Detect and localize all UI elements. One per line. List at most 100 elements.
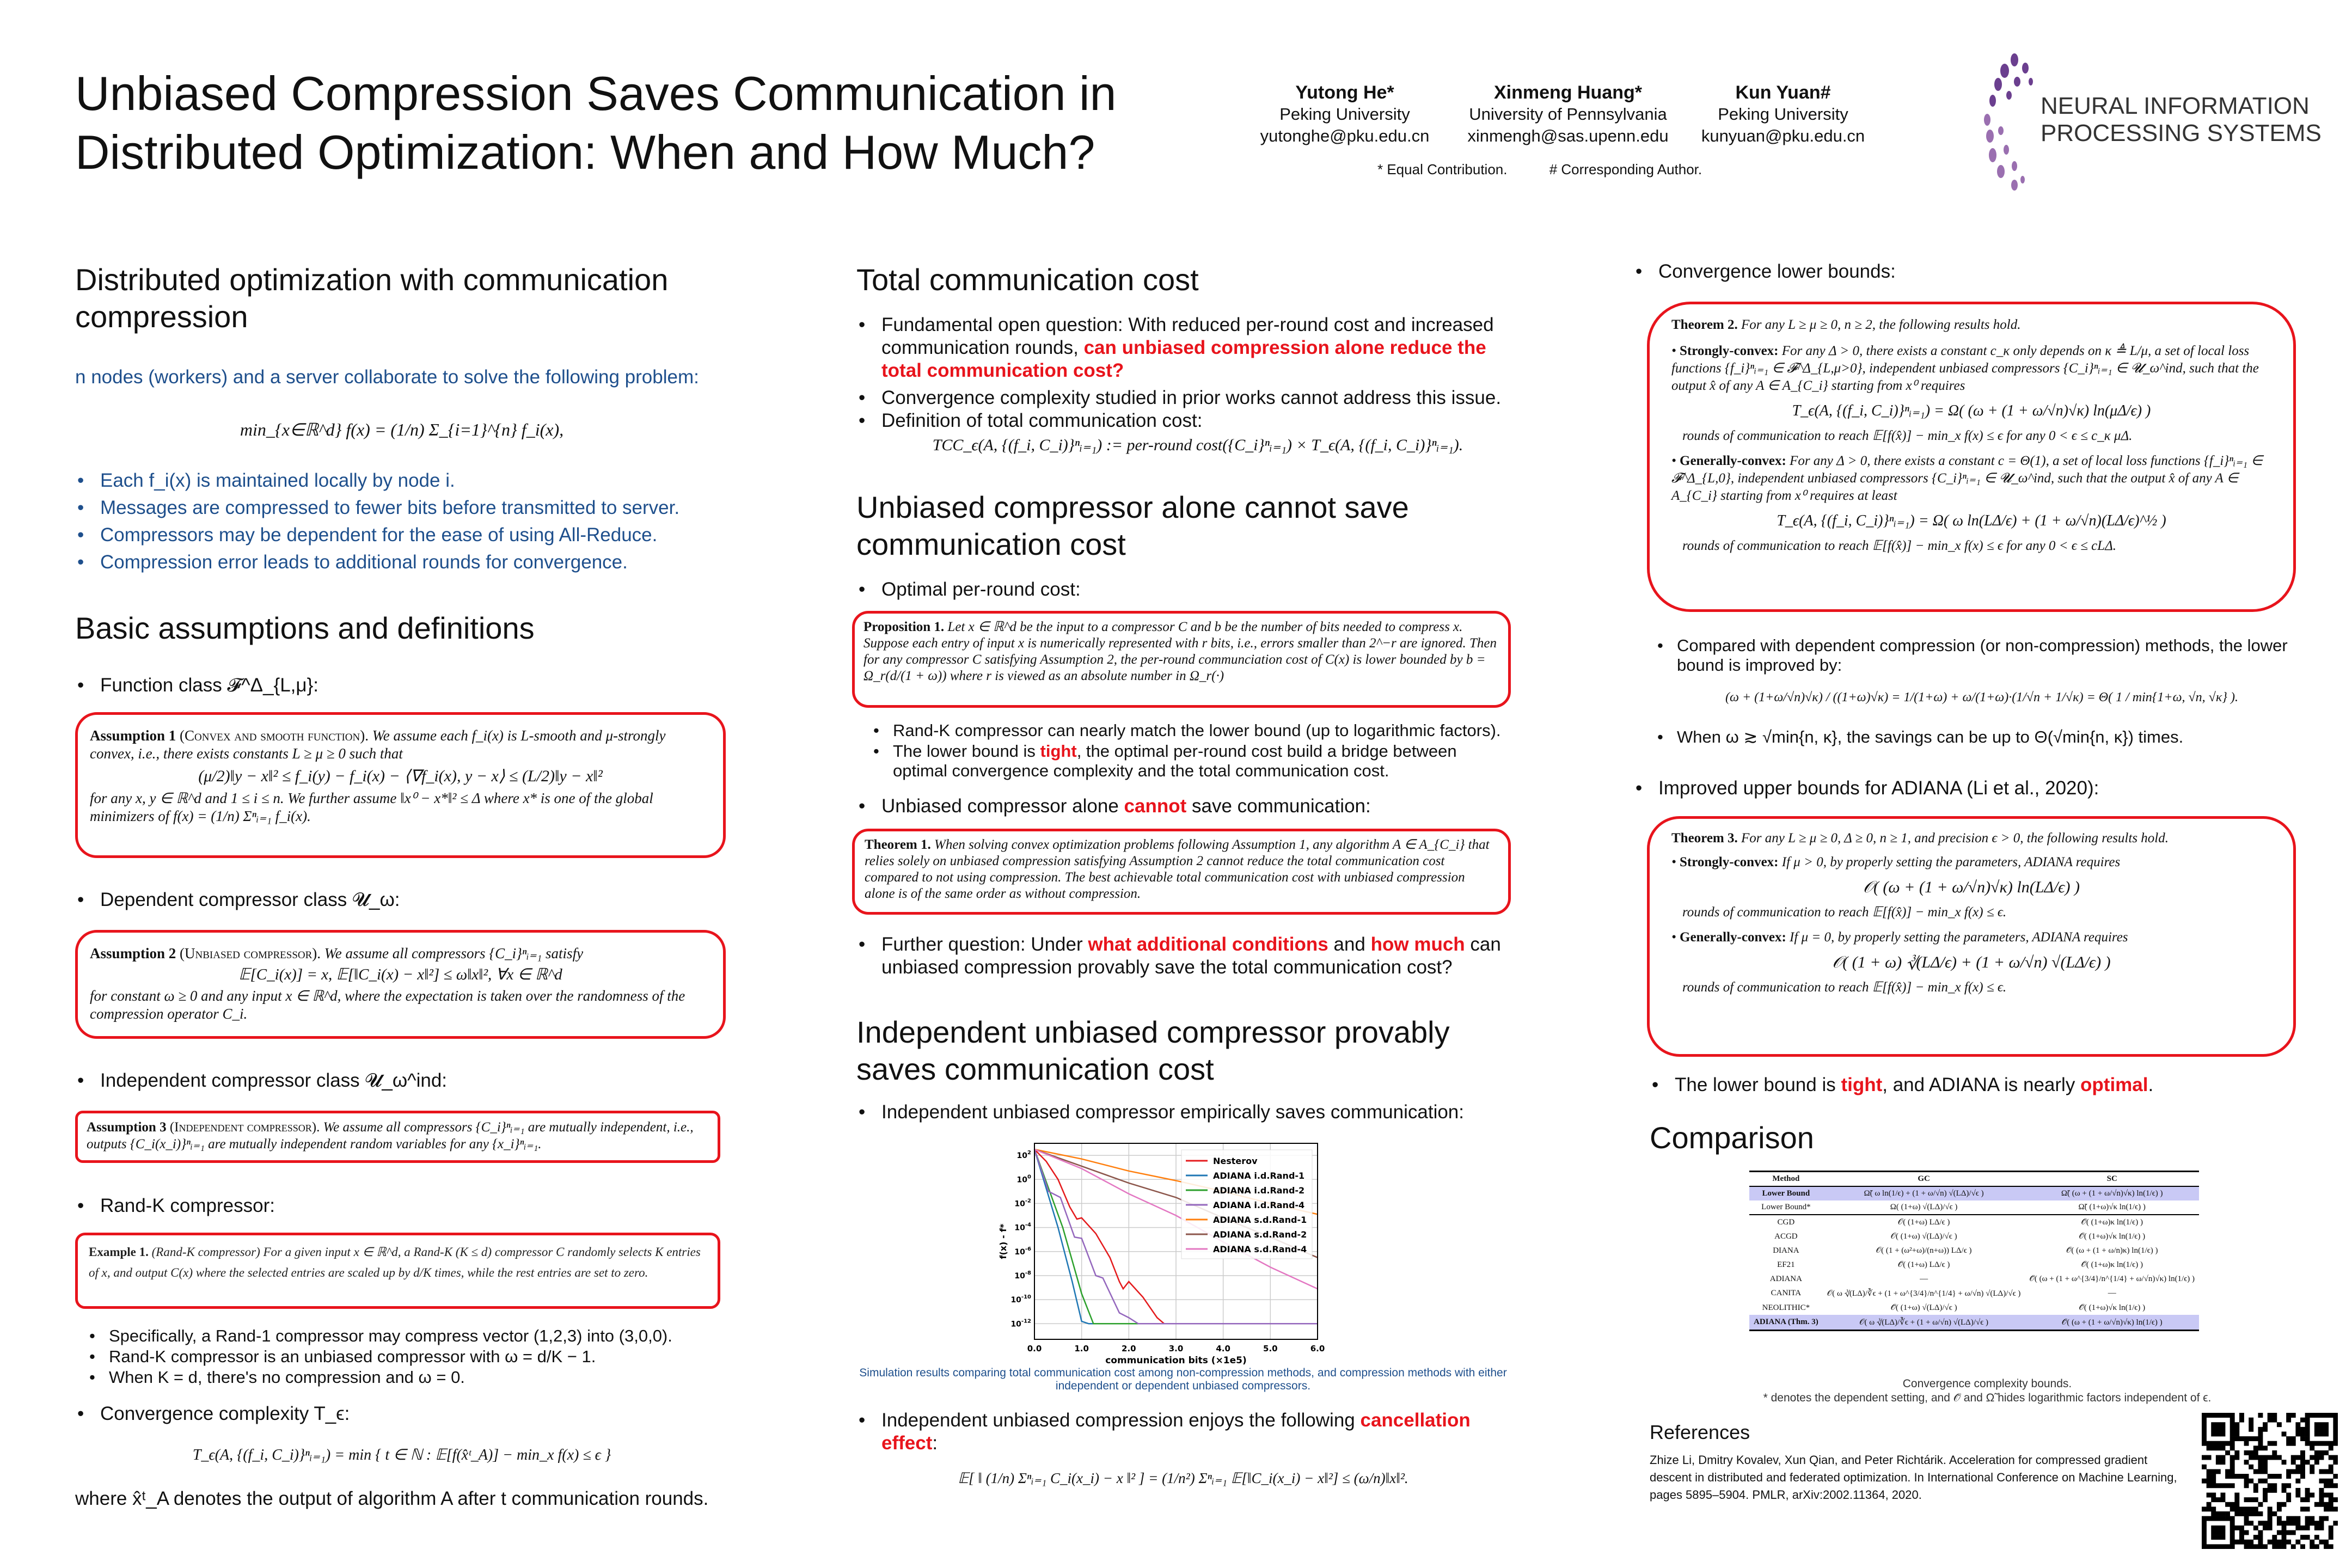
qr-module (2324, 1539, 2329, 1545)
qr-module (2276, 1539, 2282, 1545)
qr-module (2230, 1455, 2235, 1460)
qr-module (2258, 1455, 2263, 1460)
qr-module (2319, 1539, 2324, 1545)
qr-module (2206, 1455, 2212, 1460)
qr-module (2267, 1474, 2273, 1479)
qr-module (2267, 1539, 2273, 1545)
qr-module (2276, 1506, 2282, 1512)
qr-module (2319, 1478, 2324, 1484)
author-email[interactable]: yutonghe@pku.edu.cn (1260, 126, 1430, 145)
qr-module (2220, 1455, 2226, 1460)
qr-module (2202, 1426, 2207, 1432)
qr-module (2215, 1413, 2221, 1418)
qr-module (2230, 1502, 2235, 1507)
qr-module (2244, 1478, 2249, 1484)
column-header-sc: SC (2025, 1171, 2200, 1187)
qr-module (2220, 1426, 2226, 1432)
qr-module (2319, 1422, 2324, 1428)
qr-module (2263, 1464, 2268, 1469)
cell-method: ADIANA (1769, 1274, 1802, 1283)
qr-module (2276, 1474, 2282, 1479)
cell-gc: 𝒪( ω ∛(LΔ)/∛ϵ + (1 + ω^{3/4}/n^{1/4} + ω… (1827, 1289, 2021, 1298)
author-3: Kun Yuan# Peking University kunyuan@pku.… (1669, 82, 1897, 147)
when-bullet: When ω ≳ √min{n, κ}, the savings can be … (1655, 727, 2303, 748)
assumption-2-equation: 𝔼[C_i(x)] = x, 𝔼[‖C_i(x) − x‖²] ≤ ω‖x‖²,… (238, 966, 562, 983)
qr-module (2202, 1530, 2207, 1535)
qr-module (2215, 1441, 2221, 1446)
qr-module (2253, 1525, 2258, 1530)
y-axis-label: f(x) - f* (998, 1223, 1008, 1259)
qr-module (2314, 1544, 2319, 1549)
qr-module (2249, 1497, 2254, 1503)
author-name: Xinmeng Huang* (1493, 82, 1643, 103)
bullet-item: Messages are compressed to fewer bits be… (75, 497, 739, 519)
bullet-item: Fundamental open question: With reduced … (856, 314, 1510, 382)
plot-frame (1034, 1143, 1318, 1340)
qr-module (2244, 1436, 2249, 1442)
qr-module (2239, 1539, 2244, 1545)
qr-module (2328, 1478, 2333, 1484)
qr-module (2253, 1497, 2258, 1503)
qr-module (2305, 1497, 2310, 1503)
theorem-2-gc-head: Generally-convex: (1680, 454, 1786, 468)
proposition-1-box: Proposition 1. Let x ∈ ℝ^d be the input … (852, 611, 1511, 708)
qr-module (2295, 1539, 2301, 1545)
independent-empirical-bullet: Independent unbiased compressor empirica… (856, 1101, 1464, 1128)
table-row: Lower Bound Ω̃( ω ln(1/ϵ) + (1 + ω/√n) √(… (1749, 1186, 2200, 1200)
qr-module (2305, 1431, 2310, 1437)
qr-module (2225, 1441, 2231, 1446)
qr-module (2319, 1516, 2324, 1521)
qr-module (2253, 1511, 2258, 1516)
qr-module (2211, 1469, 2216, 1474)
poster-title: Unbiased Compression Saves Communication… (75, 66, 1117, 179)
qr-module (2215, 1422, 2221, 1428)
qr-module (2234, 1436, 2240, 1442)
qr-module (2324, 1469, 2329, 1474)
lower-bound-tight-bullet: The lower bound is tight, and ADIANA is … (1650, 1074, 2153, 1101)
author-email[interactable]: xinmengh@sas.upenn.edu (1467, 126, 1669, 145)
qr-module (2244, 1544, 2249, 1549)
qr-module (2300, 1544, 2305, 1549)
author-email[interactable]: kunyuan@pku.edu.cn (1701, 126, 1865, 145)
cell-gc: Ω( (1+ω) √(LΔ)/√ϵ ) (1890, 1203, 1958, 1211)
qr-module (2244, 1450, 2249, 1455)
qr-module (2272, 1511, 2277, 1516)
section-heading-comparison: Comparison (1650, 1120, 1814, 1155)
cell-gc: 𝒪( (1 + (ω²+ω)/(n+ω)) LΔ/ϵ ) (1876, 1246, 1972, 1255)
qr-module (2211, 1511, 2216, 1516)
qr-module (2314, 1431, 2319, 1437)
text: save communication: (1186, 795, 1371, 817)
qr-module (2239, 1474, 2244, 1479)
bullet-item: Rand-K compressor is an unbiased compres… (87, 1347, 730, 1367)
randk-details: Specifically, a Rand-1 compressor may co… (87, 1326, 730, 1388)
qr-module (2295, 1431, 2301, 1437)
qr-module (2258, 1460, 2263, 1465)
cell-method: DIANA (1773, 1246, 1799, 1255)
bullet-item: Compared with dependent compression (or … (1655, 636, 2303, 675)
assumption-2-text: We assume all compressors {C_i}ⁿᵢ₌₁ sati… (324, 945, 584, 961)
cell-method: ADIANA (Thm. 3) (1749, 1315, 1823, 1331)
qr-module (2295, 1525, 2301, 1530)
qr-module (2234, 1539, 2240, 1545)
qr-module (2314, 1521, 2319, 1526)
qr-module (2328, 1497, 2333, 1503)
qr-module (2225, 1474, 2231, 1479)
text: Fundamental open question: With reduced … (881, 314, 1494, 358)
qr-module (2295, 1426, 2301, 1432)
qr-code[interactable] (2202, 1413, 2338, 1549)
qr-module (2276, 1521, 2282, 1526)
qr-module (2305, 1417, 2310, 1423)
author-1: Yutong He* Peking University yutonghe@pk… (1230, 82, 1459, 147)
qr-module (2244, 1474, 2249, 1479)
qr-module (2211, 1422, 2216, 1428)
highlight-text: cancellation effect (881, 1410, 1471, 1454)
qr-module (2286, 1539, 2292, 1545)
cell-gc: — (1920, 1274, 1928, 1283)
qr-module (2281, 1487, 2287, 1493)
qr-module (2239, 1530, 2244, 1535)
qr-module (2276, 1422, 2282, 1428)
qr-module (2286, 1516, 2292, 1521)
qr-module (2263, 1445, 2268, 1451)
section-heading-basic: Basic assumptions and definitions (75, 611, 535, 645)
qr-module (2234, 1450, 2240, 1455)
